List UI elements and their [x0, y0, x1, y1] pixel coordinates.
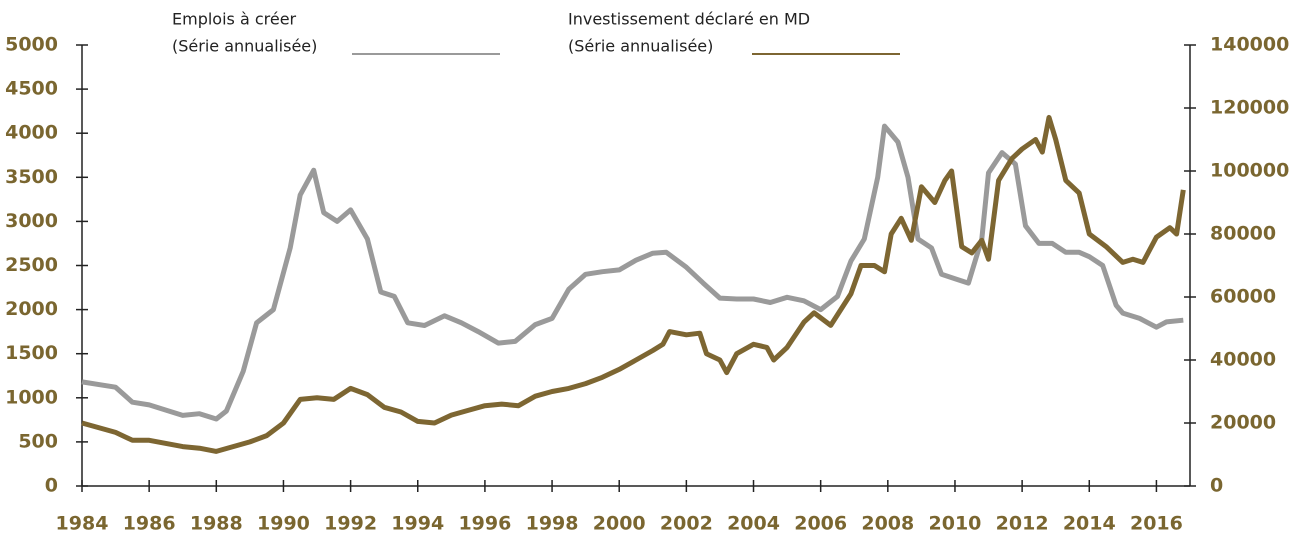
- x-tick-label: 1992: [324, 513, 377, 535]
- x-tick-label: 1988: [190, 513, 243, 535]
- y-tick-label: 500: [18, 430, 58, 452]
- x-tick-label: 2012: [996, 513, 1049, 535]
- y-tick-label: 0: [45, 475, 58, 497]
- y-tick-label: 2000: [5, 298, 58, 320]
- y2-tick-label: 20000: [1210, 412, 1276, 434]
- y2-tick-label: 0: [1210, 475, 1223, 497]
- x-tick-label: 1984: [56, 513, 109, 535]
- x-tick-label: 1990: [257, 513, 310, 535]
- y-tick-label: 1000: [5, 386, 58, 408]
- y-tick-label: 5000: [5, 34, 58, 56]
- y2-tick-label: 120000: [1210, 97, 1289, 119]
- y2-tick-label: 40000: [1210, 349, 1276, 371]
- y-tick-label: 1500: [5, 342, 58, 364]
- y2-tick-label: 80000: [1210, 223, 1276, 245]
- y-tick-label: 4500: [5, 78, 58, 100]
- y-tick-label: 3000: [5, 210, 58, 232]
- legend-label: (Série annualisée): [568, 37, 713, 56]
- y-tick-label: 2500: [5, 254, 58, 276]
- data-line: [81, 123, 1184, 422]
- y-tick-label: 4000: [5, 122, 58, 144]
- x-tick-label: 2006: [794, 513, 847, 535]
- x-tick-label: 1996: [458, 513, 511, 535]
- x-tick-label: 1994: [391, 513, 444, 535]
- legend-label: Investissement déclaré en MD: [568, 10, 810, 29]
- x-tick-label: 2008: [861, 513, 914, 535]
- y-tick-label: 3500: [5, 166, 58, 188]
- legend-label: (Série annualisée): [172, 37, 317, 56]
- legend-label: Emplois à créer: [172, 10, 297, 29]
- x-tick-label: 2016: [1130, 513, 1183, 535]
- y2-tick-label: 60000: [1210, 286, 1276, 308]
- x-tick-label: 1986: [123, 513, 176, 535]
- x-tick-label: 2010: [929, 513, 982, 535]
- x-tick-label: 2002: [660, 513, 713, 535]
- y2-tick-label: 140000: [1210, 34, 1289, 56]
- x-tick-label: 2004: [727, 513, 780, 535]
- x-tick-label: 1998: [526, 513, 579, 535]
- x-tick-label: 2014: [1063, 513, 1116, 535]
- y2-tick-label: 100000: [1210, 160, 1289, 182]
- data-line: [81, 114, 1186, 454]
- x-tick-label: 2000: [593, 513, 646, 535]
